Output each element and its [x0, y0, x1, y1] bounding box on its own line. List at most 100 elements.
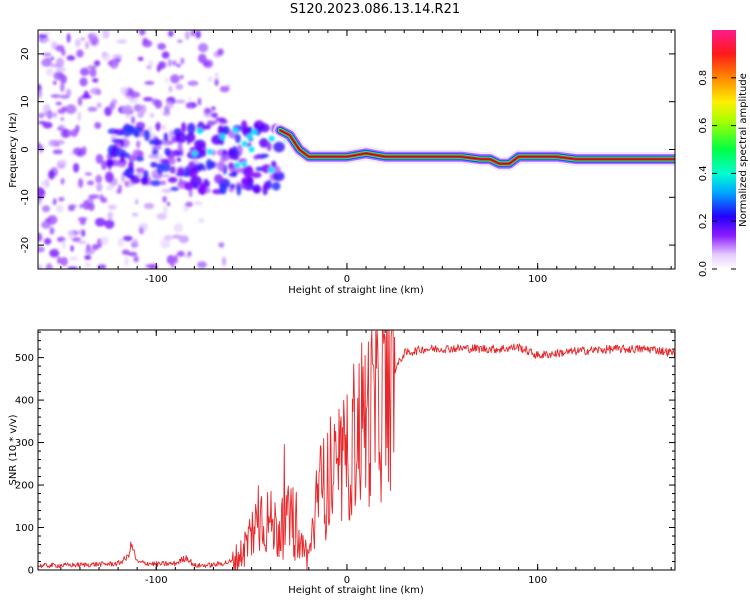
band-blob: [135, 167, 145, 172]
noise-blob: [89, 194, 100, 199]
noise-blob: [114, 161, 119, 167]
noise-blob: [55, 67, 67, 72]
band-blob: [155, 121, 161, 132]
noise-blob: [177, 39, 183, 43]
noise-blob: [75, 124, 80, 133]
noise-blob: [127, 251, 138, 257]
band-blob: [259, 138, 269, 148]
noise-blob: [112, 54, 123, 60]
noise-blob: [101, 52, 111, 61]
noise-blob: [60, 178, 65, 185]
band-blob: [219, 188, 224, 194]
noise-blob: [214, 71, 220, 82]
noise-blob: [173, 254, 178, 264]
band-blob: [161, 161, 171, 172]
band-blob: [153, 139, 163, 146]
band-blob: [272, 171, 285, 182]
noise-blob: [52, 149, 63, 155]
band-blob: [217, 125, 224, 136]
band-blob: [104, 171, 114, 183]
band-blob: [134, 131, 140, 138]
y-tick-label: 20: [20, 48, 31, 61]
colorbar-tick-label: 0.6: [698, 118, 709, 134]
band-blob: [266, 179, 272, 190]
spectrogram-texture: [38, 30, 291, 269]
noise-blob: [52, 112, 58, 118]
band-blob: [111, 138, 123, 143]
noise-blob: [87, 106, 98, 112]
noise-blob: [169, 166, 177, 174]
noise-blob: [65, 88, 72, 97]
noise-blob: [175, 83, 184, 90]
noise-blob: [185, 103, 191, 109]
noise-blob: [91, 244, 99, 251]
noise-blob: [166, 202, 170, 207]
spectrogram-x-axis-label: Height of straight line (km): [288, 285, 424, 296]
noise-blob: [131, 115, 135, 124]
noise-blob: [157, 42, 167, 50]
band-blob: [190, 175, 202, 187]
noise-blob: [129, 91, 141, 99]
noise-blob: [38, 89, 43, 99]
noise-blob: [104, 219, 115, 229]
y-tick-label: 300: [15, 438, 34, 449]
noise-blob: [164, 77, 169, 83]
noise-blob: [176, 250, 185, 257]
snr-ticks: -100 0 100 0 100 200 300 400 500: [15, 330, 675, 586]
noise-blob: [101, 160, 107, 171]
noise-blob: [221, 256, 227, 266]
band-blob: [163, 132, 169, 142]
y-tick-label: 400: [15, 396, 34, 407]
noise-blob: [122, 235, 133, 242]
noise-blob: [158, 61, 165, 70]
colorbar-tick-label: 0.2: [698, 213, 709, 229]
noise-blob: [174, 99, 186, 104]
noise-blob: [50, 56, 54, 61]
noise-blob: [162, 195, 167, 203]
noise-blob: [47, 170, 55, 180]
noise-blob: [49, 227, 55, 235]
noise-blob: [68, 229, 74, 240]
noise-blob: [77, 178, 84, 188]
cyan-spot: [241, 161, 248, 168]
band-blob: [116, 189, 122, 194]
noise-blob: [77, 111, 81, 122]
cyan-spot: [219, 133, 226, 140]
noise-blob: [146, 65, 152, 70]
noise-blob: [197, 53, 207, 64]
noise-blob: [161, 188, 173, 194]
noise-blob: [137, 56, 144, 61]
noise-blob: [143, 202, 155, 210]
band-blob: [241, 176, 254, 185]
band-blob: [255, 166, 264, 172]
noise-blob: [132, 213, 140, 217]
colorbar-tick-label: 0.4: [698, 165, 709, 181]
snr-frame: [37, 329, 676, 571]
cyan-spot: [234, 162, 241, 169]
noise-blob: [45, 263, 53, 269]
cyan-spot: [196, 128, 203, 135]
y-tick-label: 500: [15, 353, 34, 364]
band-blob: [170, 186, 179, 191]
noise-blob: [171, 60, 177, 66]
noise-blob: [187, 80, 199, 86]
band-blob: [135, 155, 144, 162]
noise-blob: [79, 218, 86, 226]
noise-blob: [68, 256, 79, 261]
noise-blob: [91, 77, 99, 83]
y-tick-label: 200: [15, 481, 34, 492]
noise-blob: [120, 86, 128, 95]
noise-blob: [109, 102, 116, 110]
noise-blob: [193, 201, 204, 206]
noise-blob: [124, 256, 129, 267]
noise-blob: [72, 147, 84, 156]
noise-blob: [145, 264, 156, 268]
band-blob: [260, 153, 269, 158]
x-tick-label: 100: [528, 274, 547, 285]
cyan-spot: [206, 148, 213, 155]
noise-blob: [141, 39, 153, 48]
band-blob: [205, 158, 213, 171]
band-blob: [133, 126, 144, 133]
